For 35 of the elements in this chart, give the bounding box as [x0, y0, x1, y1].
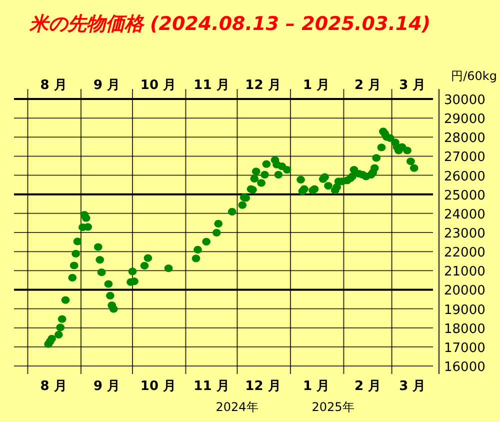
text: 2025年 — [312, 400, 354, 414]
x2-tick-label: 2 月 — [354, 379, 382, 394]
y-tick-label: 23000 — [444, 226, 486, 242]
y-tick-label: 21000 — [444, 264, 486, 280]
y-tick-label: 16000 — [444, 360, 486, 375]
x2-tick-label: 9 月 — [93, 379, 120, 394]
x-tick-label: 10 月 — [140, 78, 176, 93]
y-tick-label: 28000 — [444, 131, 486, 146]
x-tick-label: 11 月 — [194, 78, 230, 93]
y-tick-label: 22000 — [444, 246, 486, 261]
x2-tick-label: 10 月 — [140, 379, 176, 394]
y-tick-label: 17000 — [444, 340, 486, 356]
x-tick-label: 3 月 — [399, 78, 426, 93]
y-tick-label: 27000 — [444, 150, 486, 166]
y-tick-label: 18000 — [444, 322, 486, 337]
x-tick-label: 1 月 — [302, 78, 330, 93]
x-tick-label: 8 月 — [40, 78, 67, 93]
y-tick-label: 26000 — [444, 169, 486, 184]
y-axis-title: 円/60kg — [451, 69, 497, 83]
x2-tick-label: 3 月 — [399, 379, 426, 394]
x-tick-label: 2 月 — [354, 78, 382, 93]
x-tick-label: 12 月 — [245, 78, 281, 93]
x2-tick-label: 12 月 — [245, 379, 281, 394]
x-tick-label: 9 月 — [93, 78, 120, 93]
y-tick-label: 25000 — [444, 188, 486, 204]
x2-tick-label: 11 月 — [194, 379, 230, 394]
y-tick-label: 19000 — [444, 302, 486, 318]
y-tick-label: 20000 — [444, 284, 486, 299]
x2-tick-label: 1 月 — [302, 379, 330, 394]
chart-title: 米の先物価格 (2024.08.13 – 2025.03.14) — [28, 13, 431, 35]
y-tick-label: 30000 — [444, 93, 486, 108]
x2-tick-label: 8 月 — [40, 379, 67, 394]
text: 2024年 — [216, 400, 258, 414]
y-tick-label: 24000 — [444, 207, 486, 222]
y-tick-label: 29000 — [444, 112, 486, 128]
